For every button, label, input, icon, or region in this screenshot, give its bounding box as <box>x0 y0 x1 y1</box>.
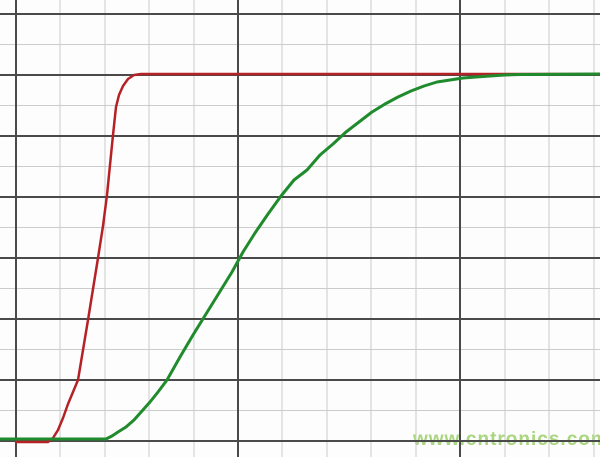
fast-rise-red-curve <box>14 72 600 444</box>
slow-rise-green-curve <box>0 72 600 441</box>
series-layer <box>0 72 600 444</box>
